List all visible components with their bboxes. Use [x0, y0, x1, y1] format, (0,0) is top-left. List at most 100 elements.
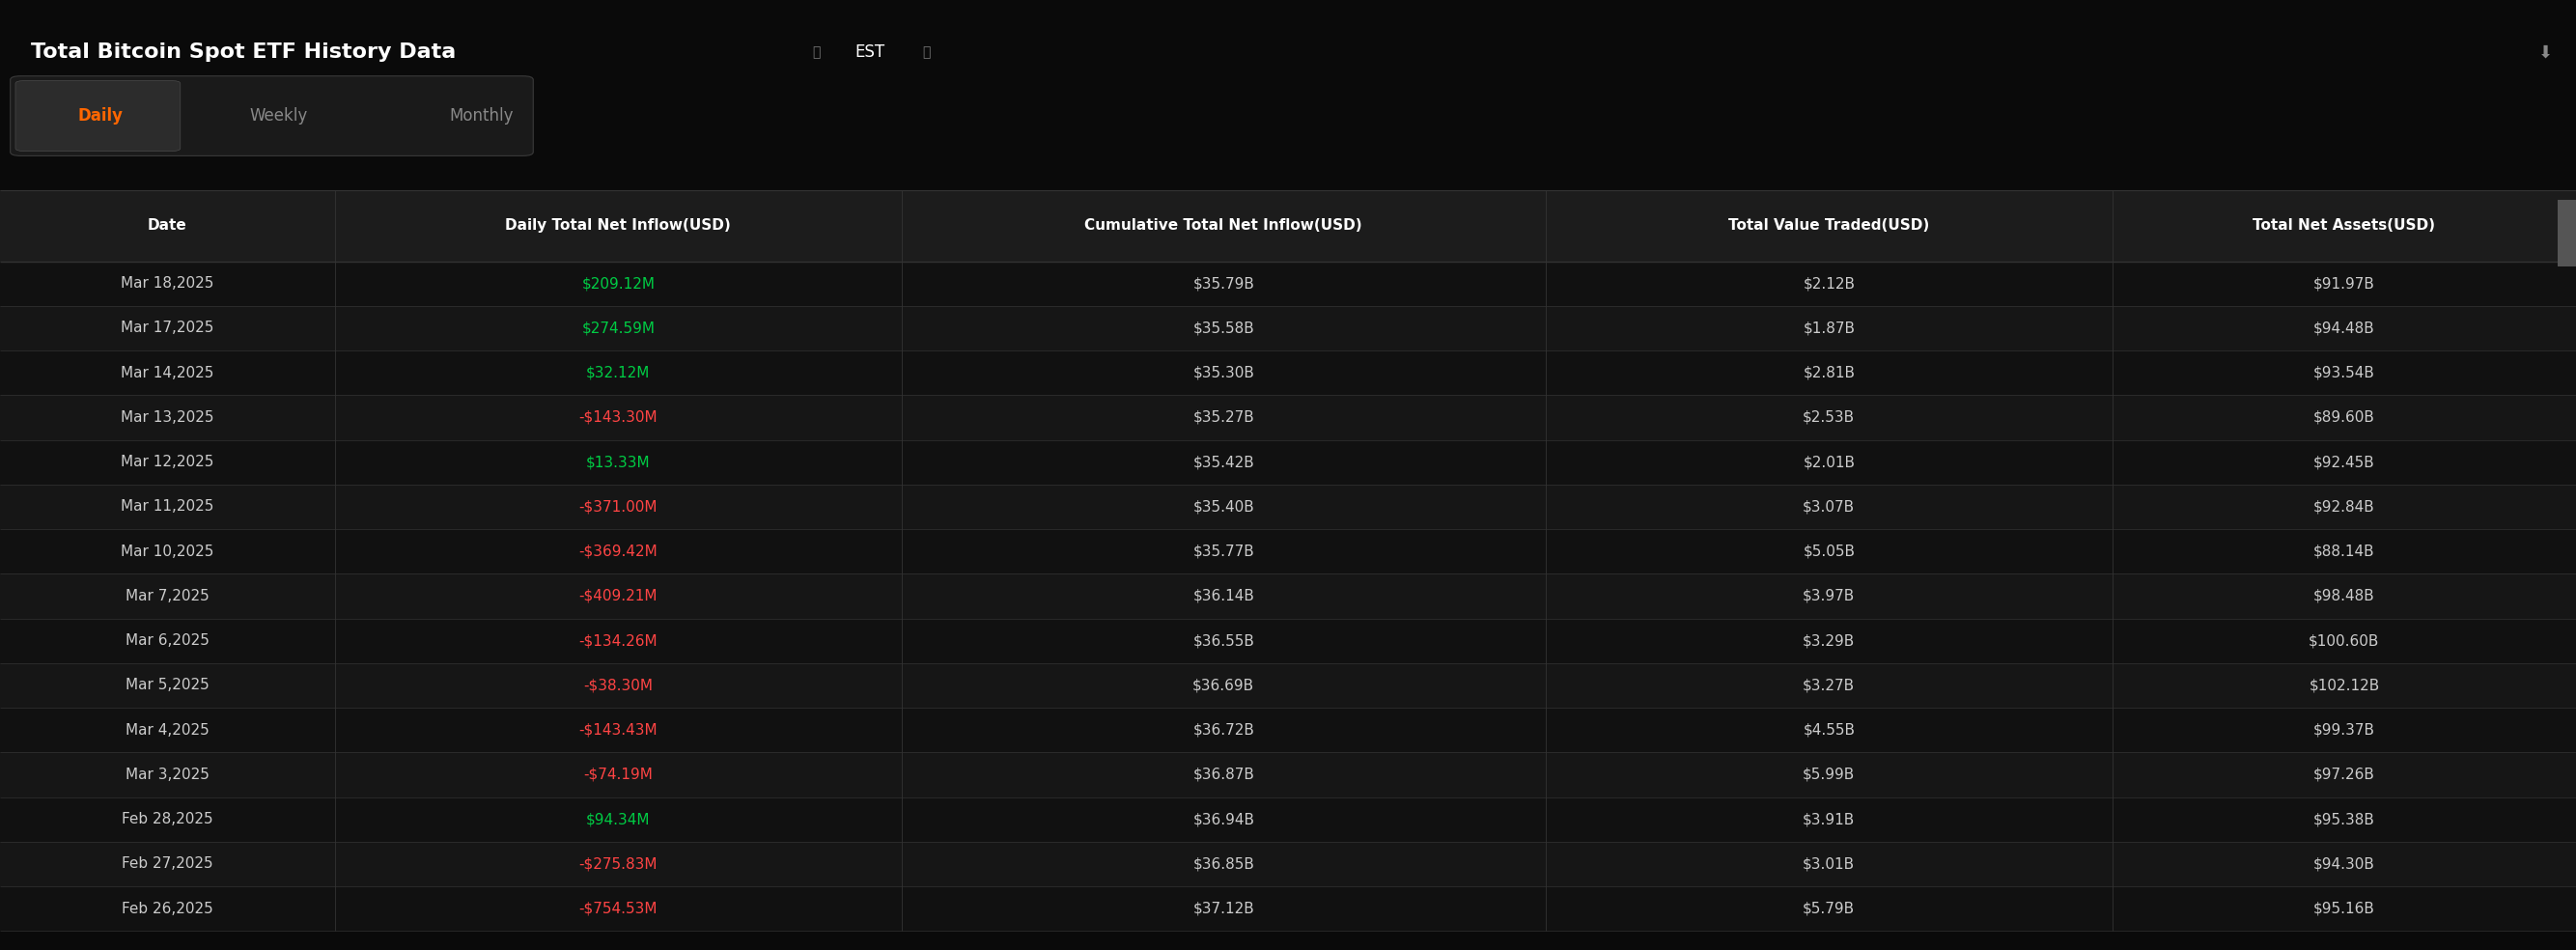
Text: $94.30B: $94.30B — [2313, 857, 2375, 871]
Text: $2.81B: $2.81B — [1803, 366, 1855, 380]
Bar — [0, 395, 2576, 440]
Text: Mar 18,2025: Mar 18,2025 — [121, 276, 214, 291]
Text: EST: EST — [855, 44, 886, 61]
Bar — [0, 663, 2576, 708]
Bar — [0, 886, 2576, 931]
Bar — [0, 306, 2576, 351]
Text: $5.99B: $5.99B — [1803, 768, 1855, 782]
Text: $88.14B: $88.14B — [2313, 544, 2375, 559]
Text: -$275.83M: -$275.83M — [580, 857, 657, 871]
Text: $2.53B: $2.53B — [1803, 410, 1855, 425]
Text: $99.37B: $99.37B — [2313, 723, 2375, 737]
Text: $35.40B: $35.40B — [1193, 500, 1255, 514]
Text: $100.60B: $100.60B — [2308, 634, 2380, 648]
Text: $94.48B: $94.48B — [2313, 321, 2375, 335]
Text: Mar 6,2025: Mar 6,2025 — [126, 634, 209, 648]
Text: $98.48B: $98.48B — [2313, 589, 2375, 603]
Bar — [0, 618, 2576, 663]
Text: $5.05B: $5.05B — [1803, 544, 1855, 559]
Text: -$754.53M: -$754.53M — [580, 902, 657, 916]
Text: $36.87B: $36.87B — [1193, 768, 1255, 782]
Text: $95.38B: $95.38B — [2313, 812, 2375, 826]
Text: $36.72B: $36.72B — [1193, 723, 1255, 737]
Text: $1.87B: $1.87B — [1803, 321, 1855, 335]
Text: Total Bitcoin Spot ETF History Data: Total Bitcoin Spot ETF History Data — [31, 43, 456, 62]
Text: $3.27B: $3.27B — [1803, 678, 1855, 693]
Bar — [0, 261, 2576, 306]
Text: Mar 13,2025: Mar 13,2025 — [121, 410, 214, 425]
Text: $92.45B: $92.45B — [2313, 455, 2375, 469]
Text: $36.55B: $36.55B — [1193, 634, 1255, 648]
Text: -$143.43M: -$143.43M — [580, 723, 657, 737]
Text: Mar 11,2025: Mar 11,2025 — [121, 500, 214, 514]
Text: -$134.26M: -$134.26M — [580, 634, 657, 648]
Text: $36.94B: $36.94B — [1193, 812, 1255, 826]
Text: $3.07B: $3.07B — [1803, 500, 1855, 514]
Text: Daily: Daily — [77, 107, 124, 124]
Text: Total Value Traded(USD): Total Value Traded(USD) — [1728, 219, 1929, 233]
Text: $5.79B: $5.79B — [1803, 902, 1855, 916]
Bar — [0, 752, 2576, 797]
Text: Weekly: Weekly — [250, 107, 307, 124]
Text: ⓘ: ⓘ — [922, 46, 930, 59]
Text: Mar 10,2025: Mar 10,2025 — [121, 544, 214, 559]
Text: Mar 12,2025: Mar 12,2025 — [121, 455, 214, 469]
Text: $102.12B: $102.12B — [2308, 678, 2380, 693]
Text: Mar 4,2025: Mar 4,2025 — [126, 723, 209, 737]
Text: -$143.30M: -$143.30M — [580, 410, 657, 425]
Text: -$369.42M: -$369.42M — [580, 544, 657, 559]
Bar — [0, 485, 2576, 529]
Text: $2.01B: $2.01B — [1803, 455, 1855, 469]
Text: Mar 14,2025: Mar 14,2025 — [121, 366, 214, 380]
Text: $35.77B: $35.77B — [1193, 544, 1255, 559]
Text: $36.14B: $36.14B — [1193, 589, 1255, 603]
Text: -$74.19M: -$74.19M — [585, 768, 652, 782]
Text: $37.12B: $37.12B — [1193, 902, 1255, 916]
Text: $274.59M: $274.59M — [582, 321, 654, 335]
Text: $209.12M: $209.12M — [582, 276, 654, 291]
Text: Feb 27,2025: Feb 27,2025 — [121, 857, 214, 871]
Text: $32.12M: $32.12M — [587, 366, 649, 380]
Text: $3.01B: $3.01B — [1803, 857, 1855, 871]
Text: Mar 3,2025: Mar 3,2025 — [126, 768, 209, 782]
Text: $36.69B: $36.69B — [1193, 678, 1255, 693]
Text: $93.54B: $93.54B — [2313, 366, 2375, 380]
Bar — [0, 529, 2576, 574]
Text: Cumulative Total Net Inflow(USD): Cumulative Total Net Inflow(USD) — [1084, 219, 1363, 233]
Text: Total Net Assets(USD): Total Net Assets(USD) — [2254, 219, 2434, 233]
Text: $91.97B: $91.97B — [2313, 276, 2375, 291]
Text: $35.58B: $35.58B — [1193, 321, 1255, 335]
Text: $92.84B: $92.84B — [2313, 500, 2375, 514]
Bar — [2558, 200, 2576, 266]
Text: Feb 28,2025: Feb 28,2025 — [121, 812, 214, 826]
Text: Feb 26,2025: Feb 26,2025 — [121, 902, 214, 916]
Text: $4.55B: $4.55B — [1803, 723, 1855, 737]
Text: $89.60B: $89.60B — [2313, 410, 2375, 425]
Bar — [0, 708, 2576, 752]
Text: $35.42B: $35.42B — [1193, 455, 1255, 469]
Text: $35.27B: $35.27B — [1193, 410, 1255, 425]
Text: ⓘ: ⓘ — [814, 46, 822, 59]
Text: -$409.21M: -$409.21M — [580, 589, 657, 603]
Bar — [0, 440, 2576, 485]
Text: Mar 5,2025: Mar 5,2025 — [126, 678, 209, 693]
Text: Mar 7,2025: Mar 7,2025 — [126, 589, 209, 603]
Bar — [0, 190, 2576, 261]
Text: ⬇: ⬇ — [2537, 44, 2553, 61]
Bar — [0, 797, 2576, 842]
Text: $95.16B: $95.16B — [2313, 902, 2375, 916]
Text: $35.79B: $35.79B — [1193, 276, 1255, 291]
Text: $13.33M: $13.33M — [587, 455, 649, 469]
Text: -$38.30M: -$38.30M — [585, 678, 652, 693]
Text: Daily Total Net Inflow(USD): Daily Total Net Inflow(USD) — [505, 219, 732, 233]
Text: $36.85B: $36.85B — [1193, 857, 1255, 871]
Text: Date: Date — [147, 219, 188, 233]
Text: $2.12B: $2.12B — [1803, 276, 1855, 291]
Text: $97.26B: $97.26B — [2313, 768, 2375, 782]
Bar — [0, 574, 2576, 618]
Bar — [0, 351, 2576, 395]
Text: -$371.00M: -$371.00M — [580, 500, 657, 514]
Text: Mar 17,2025: Mar 17,2025 — [121, 321, 214, 335]
Text: $3.97B: $3.97B — [1803, 589, 1855, 603]
Text: $94.34M: $94.34M — [587, 812, 649, 826]
